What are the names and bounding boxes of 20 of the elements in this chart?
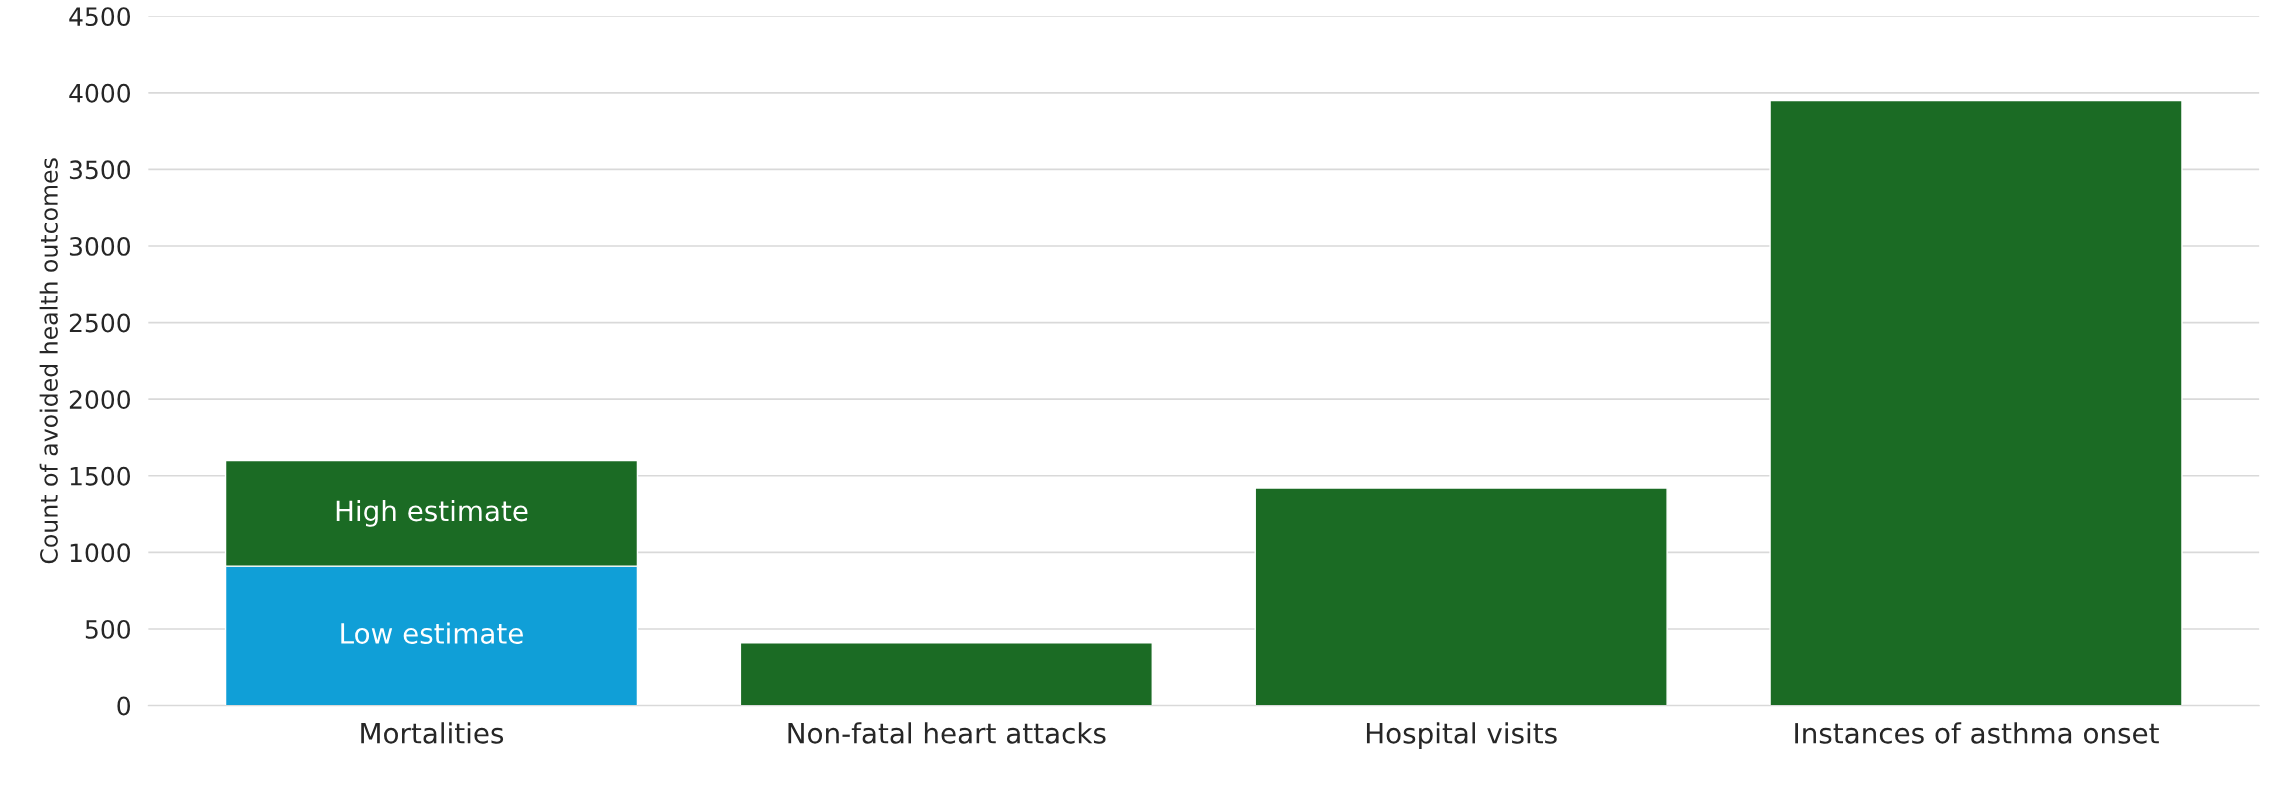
series-label: Low estimate bbox=[341, 622, 523, 644]
y-tick-label: 4000 bbox=[69, 83, 130, 103]
bar bbox=[1254, 487, 1668, 706]
y-tick-label: 4500 bbox=[69, 7, 130, 27]
x-tick-label: Hospital visits bbox=[1366, 722, 1557, 750]
y-tick-label: 1000 bbox=[70, 543, 130, 563]
y-tick-label: 3500 bbox=[69, 160, 130, 180]
x-tick-label: Mortalities bbox=[361, 722, 504, 744]
y-tick-label: 2500 bbox=[69, 313, 130, 333]
series-label: High estimate bbox=[336, 499, 528, 527]
y-tick-label: 1500 bbox=[70, 466, 130, 486]
x-tick-label: Instances of asthma onset bbox=[1795, 722, 2159, 744]
y-tick-label: 2000 bbox=[69, 390, 130, 410]
y-tick-label: 500 bbox=[85, 619, 130, 639]
x-tick-label: Non-fatal heart attacks bbox=[788, 722, 1106, 744]
y-tick-label: 3000 bbox=[69, 236, 130, 256]
bar bbox=[1769, 99, 2183, 706]
bar bbox=[739, 642, 1153, 706]
y-axis-title: Count of avoided health outcomes bbox=[39, 158, 58, 564]
y-tick-label: 0 bbox=[117, 696, 130, 716]
